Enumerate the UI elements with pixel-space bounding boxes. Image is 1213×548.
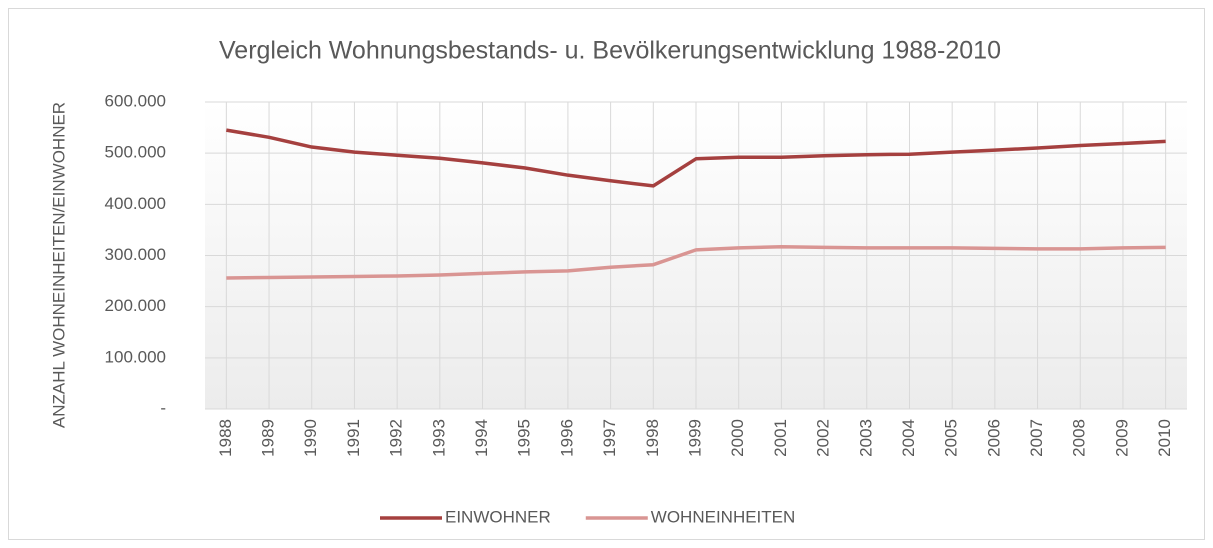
x-tick-label: 2003 (856, 419, 875, 457)
x-tick-label: 2006 (984, 419, 1003, 457)
y-tick-label: - (160, 398, 166, 417)
x-tick-label: 2005 (942, 419, 961, 457)
y-tick-label: 500.000 (105, 143, 166, 162)
y-tick-label: 200.000 (105, 296, 166, 315)
series-line (226, 128, 1166, 188)
x-tick-label: 2000 (728, 419, 747, 457)
x-tick-label: 1996 (557, 419, 576, 457)
y-tick-label: 600.000 (105, 91, 166, 110)
y-tick-label: 400.000 (105, 194, 166, 213)
x-tick-label: 1991 (344, 419, 363, 457)
series-line (226, 245, 1166, 280)
x-tick-label: 1989 (259, 419, 278, 457)
legend-label: WOHNEINHEITEN (651, 507, 796, 526)
x-tick-label: 2002 (814, 419, 833, 457)
x-tick-label: 1993 (429, 419, 448, 457)
y-tick-label: 100.000 (105, 347, 166, 366)
x-tick-label: 1988 (216, 419, 235, 457)
x-tick-label: 1990 (301, 419, 320, 457)
x-tick-label: 1994 (472, 419, 491, 457)
chart-title: Vergleich Wohnungsbestands- u. Bevölkeru… (219, 37, 1001, 65)
x-tick-label: 1992 (387, 419, 406, 457)
x-tick-label: 1995 (515, 419, 534, 457)
x-tick-label: 2010 (1155, 419, 1174, 457)
x-tick-label: 1999 (685, 419, 704, 457)
legend-label: EINWOHNER (445, 507, 551, 526)
x-tick-label: 1998 (643, 419, 662, 457)
y-tick-label: 300.000 (105, 245, 166, 264)
x-tick-label: 2007 (1027, 419, 1046, 457)
x-tick-label: 2009 (1112, 419, 1131, 457)
x-tick-label: 2004 (899, 419, 918, 457)
x-tick-label: 2008 (1070, 419, 1089, 457)
y-axis-label: ANZAHL WOHNEINHEITEN/EINWOHNER (49, 102, 68, 428)
x-tick-label: 2001 (771, 419, 790, 457)
x-tick-label: 1997 (600, 419, 619, 457)
